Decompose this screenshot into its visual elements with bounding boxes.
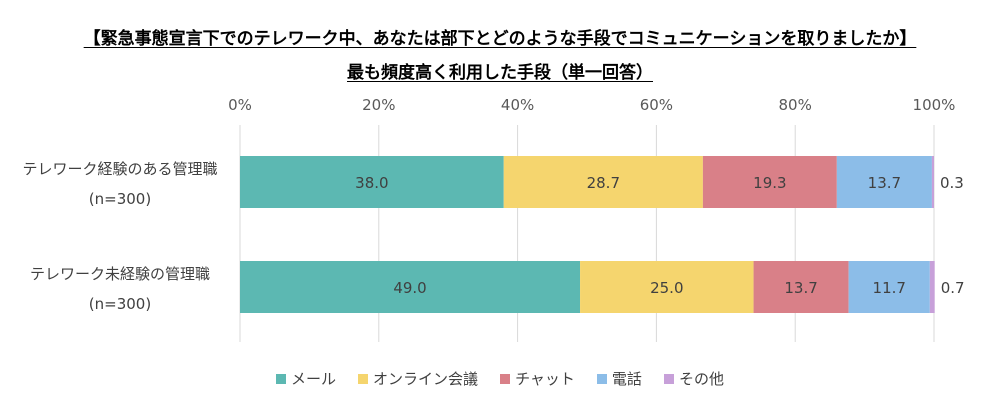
bar-segment bbox=[580, 261, 754, 313]
chart-legend: メール オンライン会議 チャット 電話 その他 bbox=[0, 368, 1000, 389]
bar-segment bbox=[240, 261, 581, 313]
legend-swatch bbox=[276, 373, 287, 384]
data-label: 19.3 bbox=[753, 174, 786, 192]
category-sublabel: (n=300) bbox=[89, 190, 151, 208]
data-label: 25.0 bbox=[650, 279, 683, 297]
chart-subtitle: 最も頻度高く利用した手段（単一回答） bbox=[347, 63, 653, 83]
legend-item: チャット bbox=[500, 368, 575, 389]
x-tick-label: 0% bbox=[228, 96, 252, 114]
legend-label: その他 bbox=[678, 370, 724, 388]
bar-segment bbox=[240, 156, 504, 208]
bar-segment bbox=[702, 156, 837, 208]
data-label: 0.3 bbox=[940, 174, 964, 192]
legend-swatch bbox=[358, 373, 369, 384]
bar-segment bbox=[929, 261, 935, 313]
legend-item: オンライン会議 bbox=[358, 368, 478, 389]
legend-item: その他 bbox=[663, 368, 724, 389]
data-label: 11.7 bbox=[873, 279, 906, 297]
legend-item: 電話 bbox=[596, 368, 642, 389]
data-label: 13.7 bbox=[784, 279, 817, 297]
legend-label: チャット bbox=[515, 370, 575, 388]
chart-title: 【緊急事態宣言下でのテレワーク中、あなたは部下とどのような手段でコミュニケーショ… bbox=[83, 29, 917, 49]
data-label: 38.0 bbox=[355, 174, 388, 192]
bar-segment bbox=[848, 261, 930, 313]
legend-swatch bbox=[663, 373, 674, 384]
legend-swatch bbox=[596, 373, 607, 384]
legend-label: 電話 bbox=[611, 370, 642, 388]
x-tick-label: 80% bbox=[779, 96, 812, 114]
x-tick-label: 100% bbox=[913, 96, 956, 114]
bar-segment bbox=[503, 156, 703, 208]
category-sublabel: (n=300) bbox=[89, 295, 151, 313]
data-label: 49.0 bbox=[393, 279, 426, 297]
x-tick-label: 40% bbox=[501, 96, 534, 114]
data-label: 28.7 bbox=[587, 174, 620, 192]
x-tick-label: 20% bbox=[362, 96, 395, 114]
data-label: 13.7 bbox=[868, 174, 901, 192]
legend-label: オンライン会議 bbox=[373, 370, 479, 388]
x-tick-label: 60% bbox=[640, 96, 673, 114]
category-label: テレワーク未経験の管理職 bbox=[30, 265, 210, 283]
bar-segment bbox=[753, 261, 849, 313]
legend-item: メール bbox=[276, 368, 336, 389]
bar-segment bbox=[836, 156, 932, 208]
data-label: 0.7 bbox=[941, 279, 965, 297]
legend-swatch bbox=[500, 373, 511, 384]
category-label: テレワーク経験のある管理職 bbox=[22, 160, 217, 178]
bar-segment bbox=[931, 156, 934, 208]
legend-label: メール bbox=[291, 370, 337, 388]
